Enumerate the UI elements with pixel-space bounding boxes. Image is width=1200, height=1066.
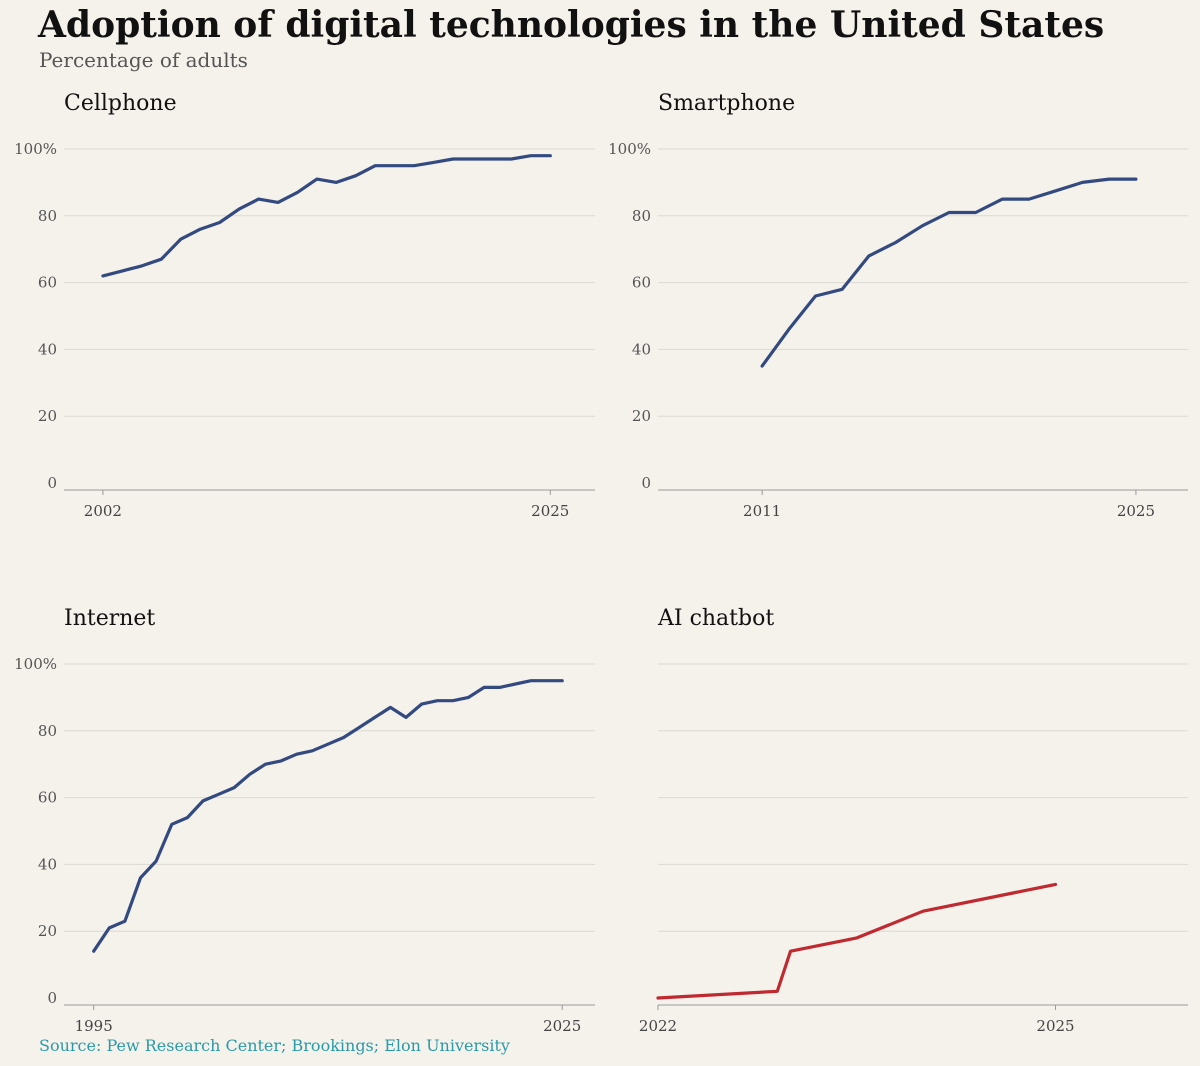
- y-tick-label: 0: [47, 989, 57, 1007]
- series-line-cellphone: [101, 154, 552, 278]
- y-tick-label: 0: [641, 474, 651, 492]
- y-tick-label: 20: [38, 922, 57, 940]
- y-tick-label: 40: [38, 855, 57, 873]
- x-tick-label: 2025: [1036, 1017, 1074, 1035]
- x-tick-label: 2025: [543, 1017, 581, 1035]
- source-note: Source: Pew Research Center; Brookings; …: [39, 1036, 510, 1055]
- y-tick-label: 100%: [14, 140, 57, 158]
- y-tick-label: 80: [632, 207, 651, 225]
- chart-title: Adoption of digital technologies in the …: [38, 4, 1105, 46]
- y-tick-label: 60: [38, 274, 57, 292]
- x-tick-label: 2002: [84, 502, 122, 520]
- x-tick-label: 2011: [743, 502, 781, 520]
- x-tick-label: 2025: [1117, 502, 1155, 520]
- series-line-internet: [92, 679, 564, 953]
- x-tick-label: 2025: [531, 502, 569, 520]
- series-line-ai-chatbot: [656, 882, 1058, 1000]
- y-tick-label: 20: [632, 407, 651, 425]
- y-tick-label: 60: [38, 789, 57, 807]
- y-tick-label: 80: [38, 207, 57, 225]
- panel-title: Internet: [64, 606, 155, 631]
- y-tick-label: 100%: [608, 140, 651, 158]
- panel-title: Cellphone: [64, 91, 177, 116]
- y-tick-label: 60: [632, 274, 651, 292]
- x-tick-label: 1995: [75, 1017, 113, 1035]
- panel-title: Smartphone: [658, 91, 795, 116]
- y-tick-label: 0: [47, 474, 57, 492]
- y-tick-label: 20: [38, 407, 57, 425]
- x-tick-label: 2022: [639, 1017, 677, 1035]
- y-tick-label: 40: [38, 340, 57, 358]
- y-tick-label: 100%: [14, 655, 57, 673]
- panel-title: AI chatbot: [657, 606, 774, 631]
- y-tick-label: 40: [632, 340, 651, 358]
- y-tick-label: 80: [38, 722, 57, 740]
- chart-subtitle: Percentage of adults: [39, 48, 248, 72]
- series-line-smartphone: [760, 177, 1138, 368]
